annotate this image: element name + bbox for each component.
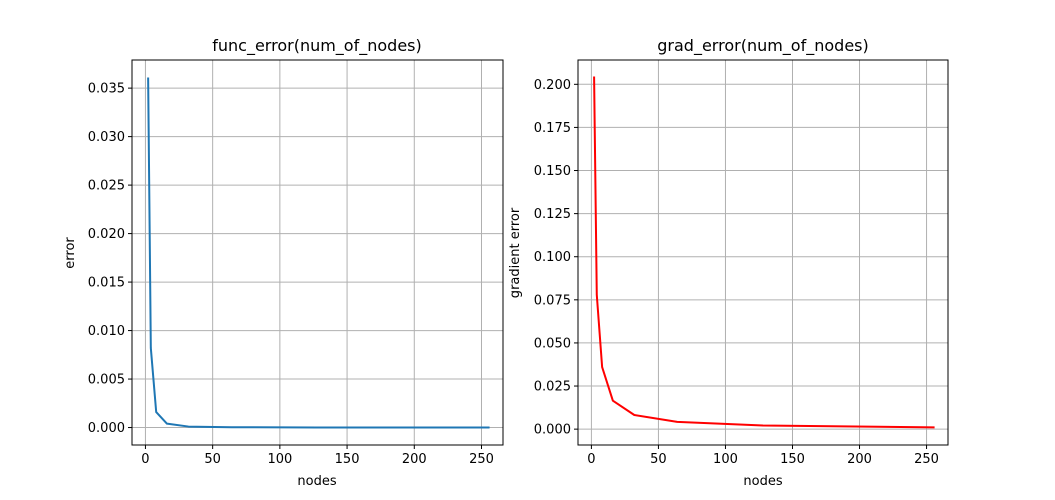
chart-title: func_error(num_of_nodes) bbox=[212, 36, 421, 56]
y-tick-label: 0.100 bbox=[534, 250, 571, 265]
y-tick-label: 0.175 bbox=[534, 121, 571, 136]
y-tick-label: 0.025 bbox=[534, 380, 571, 395]
x-tick-label: 150 bbox=[335, 452, 360, 467]
plot-frame bbox=[131, 59, 504, 446]
series-line bbox=[147, 77, 490, 429]
y-tick-label: 0.030 bbox=[88, 130, 125, 145]
x-tick-label: 250 bbox=[469, 452, 494, 467]
func-error-chart: func_error(num_of_nodes) nodes error 0 50… bbox=[63, 36, 504, 489]
x-tick-label: 250 bbox=[914, 452, 939, 467]
y-tick-label: 0.200 bbox=[534, 78, 571, 93]
x-tick-label: 50 bbox=[650, 452, 667, 467]
y-tick-label: 0.025 bbox=[88, 179, 125, 194]
x-tick-label: 150 bbox=[780, 452, 805, 467]
x-tick-label: 0 bbox=[141, 452, 149, 467]
y-tick-label: 0.000 bbox=[534, 423, 571, 438]
y-tick-label: 0.000 bbox=[88, 421, 125, 436]
x-tick-label: 0 bbox=[587, 452, 595, 467]
x-tick-label: 200 bbox=[402, 452, 427, 467]
y-axis-label: gradient error bbox=[508, 207, 523, 298]
x-tick-label: 50 bbox=[204, 452, 221, 467]
x-tick-label: 100 bbox=[713, 452, 738, 467]
y-tick-label: 0.005 bbox=[88, 373, 125, 388]
series-line bbox=[593, 76, 935, 429]
plot-area bbox=[578, 60, 948, 445]
y-tick-label: 0.075 bbox=[534, 293, 571, 308]
plot-area bbox=[132, 60, 503, 445]
y-tick-label: 0.010 bbox=[88, 324, 125, 339]
x-axis-label: nodes bbox=[297, 474, 336, 489]
y-tick-label: 0.125 bbox=[534, 207, 571, 222]
y-tick-label: 0.020 bbox=[88, 227, 125, 242]
grad-error-chart: grad_error(num_of_nodes) nodes gradient … bbox=[508, 36, 949, 489]
y-tick-label: 0.035 bbox=[88, 82, 125, 97]
x-tick-label: 200 bbox=[847, 452, 872, 467]
y-tick-label: 0.015 bbox=[88, 276, 125, 291]
y-tick-label: 0.050 bbox=[534, 336, 571, 351]
y-axis-label: error bbox=[63, 237, 78, 269]
x-tick-label: 100 bbox=[267, 452, 292, 467]
chart-title: grad_error(num_of_nodes) bbox=[657, 36, 868, 56]
plot-frame bbox=[577, 59, 949, 446]
y-tick-label: 0.150 bbox=[534, 164, 571, 179]
x-axis-label: nodes bbox=[743, 474, 782, 489]
